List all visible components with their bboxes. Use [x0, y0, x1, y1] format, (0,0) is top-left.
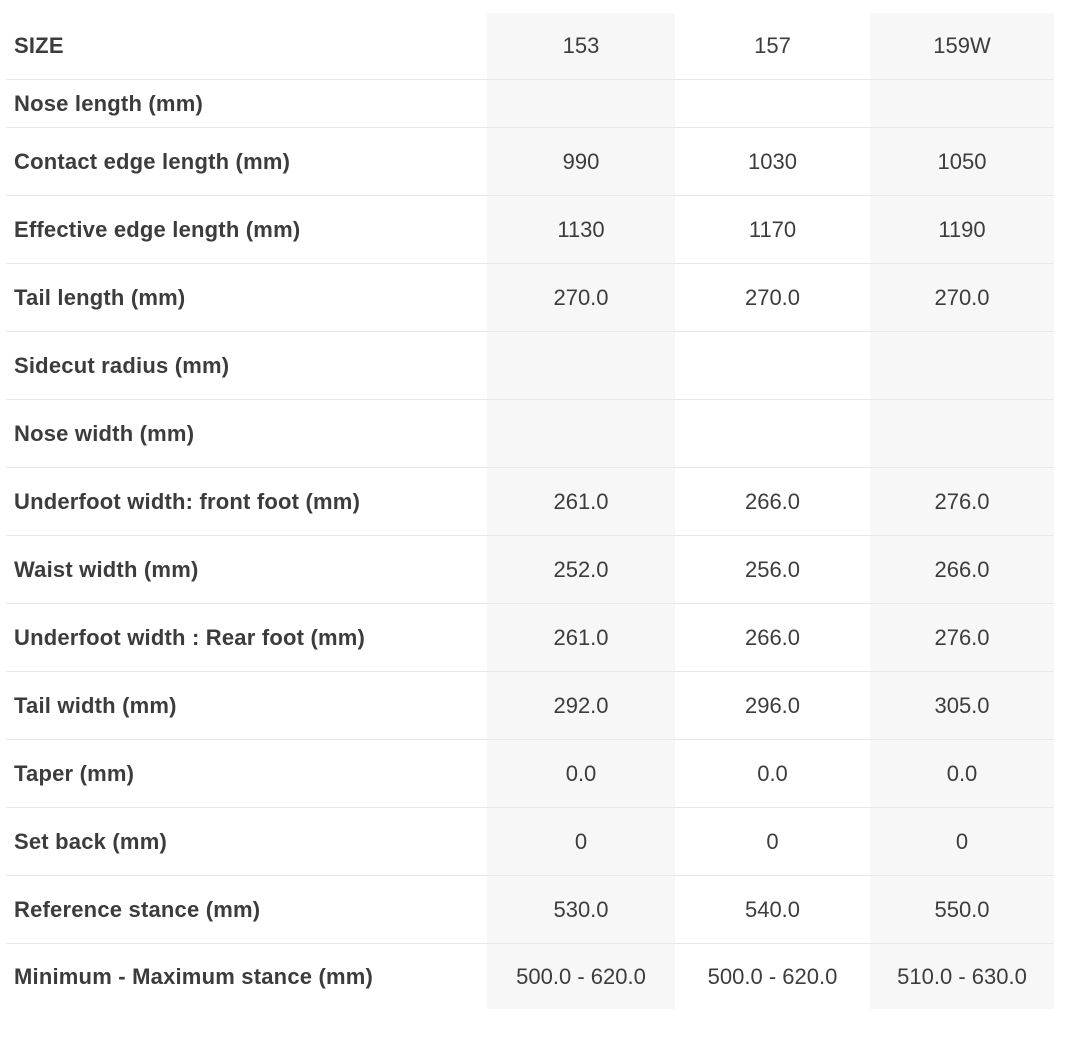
cell-size-159w: 510.0 - 630.0: [870, 944, 1054, 1009]
cell-size-157: 266.0: [744, 488, 801, 514]
column-header-153: 153: [487, 13, 675, 79]
row-label: Taper (mm): [14, 760, 135, 786]
table-row: Contact edge length (mm) 990 1030 1050: [6, 128, 1054, 196]
cell-size-159w: 270.0: [870, 264, 1054, 331]
table-row: Tail width (mm) 292.0 296.0 305.0: [6, 672, 1054, 740]
table-row: Nose width (mm): [6, 400, 1054, 468]
cell-size-159w: [870, 80, 1054, 127]
cell-size-159w: 276.0: [870, 468, 1054, 535]
row-label: Nose length (mm): [14, 90, 203, 116]
cell-size-153: 261.0: [487, 604, 675, 671]
cell-size-153: [487, 400, 675, 467]
row-label: Nose width (mm): [14, 420, 195, 446]
cell-size-159w: 266.0: [870, 536, 1054, 603]
cell-size-157: 1030: [748, 148, 797, 174]
table-row: Underfoot width : Rear foot (mm) 261.0 2…: [6, 604, 1054, 672]
table-row: Underfoot width: front foot (mm) 261.0 2…: [6, 468, 1054, 536]
table-row: Set back (mm) 0 0 0: [6, 808, 1054, 876]
cell-size-153: [487, 80, 675, 127]
cell-size-153: 530.0: [487, 876, 675, 943]
column-header-159w: 159W: [870, 13, 1054, 79]
cell-size-153: 0.0: [487, 740, 675, 807]
cell-size-153: [487, 332, 675, 399]
cell-size-157: [675, 80, 870, 127]
row-label: Reference stance (mm): [14, 896, 261, 922]
cell-size-159w: 0.0: [870, 740, 1054, 807]
row-label: Effective edge length (mm): [14, 216, 301, 242]
row-label: Contact edge length (mm): [14, 148, 291, 174]
row-label: Underfoot width: front foot (mm): [14, 488, 361, 514]
table-row: Tail length (mm) 270.0 270.0 270.0: [6, 264, 1054, 332]
cell-size-157: 266.0: [744, 624, 801, 650]
cell-size-153: 1130: [487, 196, 675, 263]
cell-size-157: 0: [766, 828, 779, 854]
table-row: Minimum - Maximum stance (mm) 500.0 - 62…: [6, 944, 1054, 1009]
cell-size-157: 0.0: [757, 760, 788, 786]
table-row: Effective edge length (mm) 1130 1170 119…: [6, 196, 1054, 264]
table-row: Reference stance (mm) 530.0 540.0 550.0: [6, 876, 1054, 944]
cell-size-157: [675, 400, 870, 467]
cell-size-159w: 0: [870, 808, 1054, 875]
row-label: Underfoot width : Rear foot (mm): [14, 624, 366, 650]
row-label: Set back (mm): [14, 828, 167, 854]
cell-size-153: 990: [487, 128, 675, 195]
row-label: Minimum - Maximum stance (mm): [14, 963, 374, 989]
table-row: Waist width (mm) 252.0 256.0 266.0: [6, 536, 1054, 604]
row-label: Tail width (mm): [14, 692, 177, 718]
cell-size-153: 261.0: [487, 468, 675, 535]
cell-size-159w: [870, 332, 1054, 399]
cell-size-157: 540.0: [744, 896, 801, 922]
size-spec-table: SIZE 153 157 159W Nose length (mm) Conta…: [6, 13, 1054, 1009]
cell-size-159w: [870, 400, 1054, 467]
cell-size-157: [675, 332, 870, 399]
column-header-157: 157: [754, 33, 791, 58]
row-label: Tail length (mm): [14, 284, 186, 310]
cell-size-153: 500.0 - 620.0: [487, 944, 675, 1009]
cell-size-157: 500.0 - 620.0: [707, 963, 838, 989]
cell-size-159w: 550.0: [870, 876, 1054, 943]
size-header-label: SIZE: [14, 33, 64, 58]
cell-size-159w: 276.0: [870, 604, 1054, 671]
table-row: Nose length (mm): [6, 80, 1054, 128]
cell-size-157: 270.0: [744, 284, 801, 310]
cell-size-153: 252.0: [487, 536, 675, 603]
table-header-row: SIZE 153 157 159W: [6, 13, 1054, 80]
cell-size-159w: 1190: [870, 196, 1054, 263]
table-body: Nose length (mm) Contact edge length (mm…: [6, 80, 1054, 1009]
cell-size-157: 296.0: [744, 692, 801, 718]
cell-size-159w: 1050: [870, 128, 1054, 195]
cell-size-157: 1170: [748, 216, 797, 242]
table-row: Sidecut radius (mm): [6, 332, 1054, 400]
cell-size-153: 270.0: [487, 264, 675, 331]
row-label: Sidecut radius (mm): [14, 352, 230, 378]
cell-size-153: 292.0: [487, 672, 675, 739]
cell-size-157: 256.0: [744, 556, 801, 582]
cell-size-159w: 305.0: [870, 672, 1054, 739]
cell-size-153: 0: [487, 808, 675, 875]
table-row: Taper (mm) 0.0 0.0 0.0: [6, 740, 1054, 808]
row-label: Waist width (mm): [14, 556, 199, 582]
